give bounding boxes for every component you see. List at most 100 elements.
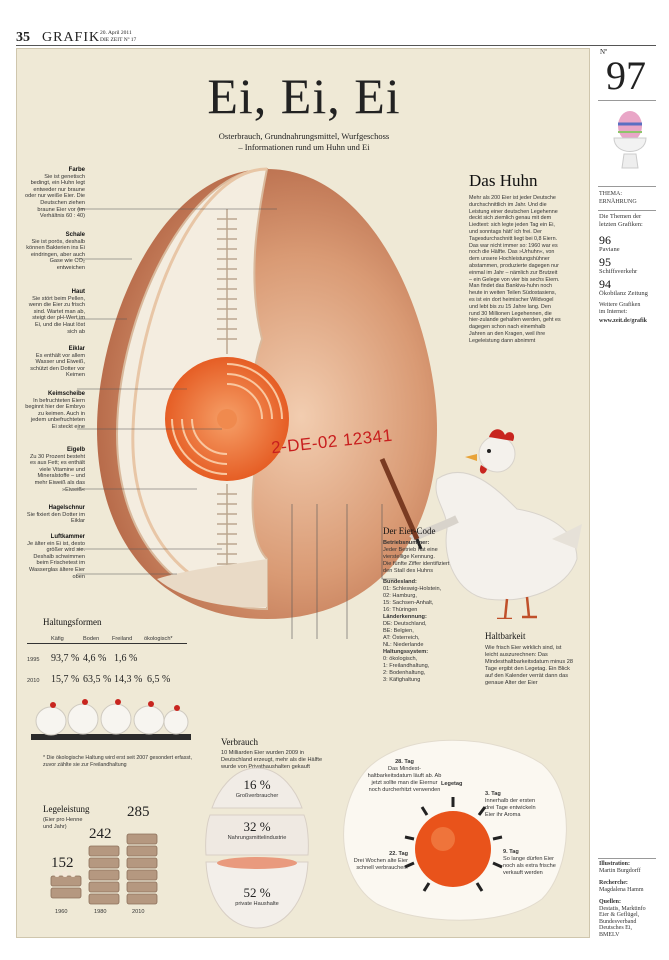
legeleistung-title: Legeleistung: [43, 804, 90, 814]
eiercode-block-betrieb: Betriebsnummer: Jeder Betrieb hat eine vie…: [383, 540, 450, 574]
sidebar-item-96-num: 96: [599, 233, 611, 247]
label-schale: Schale Sie ist porös, deshalb können Bakt…: [26, 232, 85, 271]
sidebar-rule-2: [598, 186, 656, 187]
carton-1980-3: [88, 869, 120, 881]
subtitle-line-1: Osterbrauch, Grundnahrungsmittel, Wurfge…: [218, 131, 390, 141]
chicken-eye: [487, 449, 491, 453]
day-28: 28. Tag Das Mindest-haltbarkeitsdatum läu…: [367, 759, 442, 793]
credit-illustration: Illustration: Martin Burgdorff: [599, 861, 641, 874]
infographic-poster: Ei, Ei, Ei Osterbrauch, Grundnahrungsmit…: [16, 48, 590, 938]
chalaza-top: [217, 209, 237, 354]
chicken-comb: [489, 429, 515, 441]
air-cell: [157, 559, 267, 608]
poster-title: Ei, Ei, Ei: [207, 68, 401, 124]
chicken-beak: [465, 454, 477, 461]
header-date: 20. April 2011: [100, 30, 132, 36]
carton-1980-4: [88, 881, 120, 893]
row-2010-oeko: 6,5 %: [147, 674, 171, 685]
slice-haushalte: [205, 861, 309, 929]
sidebar-intro: Die Themen der letzten Grafiken:: [599, 213, 643, 228]
carton-1960-2: [50, 887, 82, 899]
pen: [379, 457, 420, 541]
row-1995-kaefig: 93,7 %: [51, 653, 80, 664]
chicken-wattle: [479, 465, 487, 474]
thema-value: ERNÄHRUNG: [599, 199, 637, 205]
row-1995-boden: 4,6 %: [83, 653, 107, 664]
chicken-tail: [552, 524, 582, 549]
sidebar-item-94-num: 94: [599, 277, 611, 291]
slice-label-52: private Haushalte: [235, 901, 279, 907]
thema-label: THEMA:: [599, 191, 622, 197]
day-3: 3. Tag Innerhalb der ersten drei Tage ent…: [485, 791, 536, 818]
poster-subtitle: Osterbrauch, Grundnahrungsmittel, Wurfge…: [17, 131, 591, 153]
hens-row: [35, 703, 189, 736]
eiercode-title: Der Eier-Code: [383, 526, 436, 536]
slice-pct-52: 52 %: [243, 885, 271, 900]
carton-eggs: [54, 871, 76, 877]
legeleistung-subtitle: (Eier pro Henne und Jahr): [43, 817, 83, 830]
bar-year-1980: 1980: [94, 909, 107, 915]
perch: [31, 734, 191, 740]
carton-1980-1: [88, 845, 120, 857]
slice-pct-32: 32 %: [243, 819, 271, 834]
col-freiland: Freiland: [112, 636, 133, 642]
header-paper: DIE ZEIT Nº 17: [100, 37, 137, 43]
sidebar-link[interactable]: www.zeit.de/grafik: [599, 318, 647, 324]
haltbarkeit-text: Wie frisch Eier wirklich sind, ist leich…: [485, 645, 573, 686]
sidebar-item-95-label: Schiffsverkehr: [599, 268, 638, 275]
row-2010-boden: 63,5 %: [83, 674, 112, 685]
sidebar-thema: THEMA: ERNÄHRUNG: [599, 190, 637, 206]
label-eiklar: Eiklar Es enthält vor allem Wasser und Ei…: [30, 346, 85, 379]
hens-illustration: [31, 699, 191, 740]
verbrauch-text: 10 Milliarden Eier wurden 2009 in Deutsc…: [221, 750, 323, 770]
day-9: 9. Tag So lange dürfen Eier noch als extr…: [503, 849, 556, 876]
label-eigelb: Eigelb Zu 30 Prozent besteht es aus Fett;…: [29, 447, 85, 493]
header-rule: [16, 45, 656, 46]
huhn-title: Das Huhn: [469, 171, 538, 190]
credit-quellen: Quellen: Destatis, Marktinfo Eier & Geflüg…: [599, 899, 646, 938]
label-keimscheibe: Keimscheibe In befruchteten Eiern beginnt…: [25, 391, 85, 430]
sidebar-item-94-label: Ökobilanz Zeitung: [599, 290, 648, 297]
slice-grossverbraucher: [211, 767, 303, 809]
sidebar-item-95-num: 95: [599, 255, 611, 269]
sidebar-rule-4: [598, 858, 656, 859]
egg-cup: [613, 137, 647, 152]
bar-value-2010: 285: [127, 804, 150, 820]
row-2010-freiland: 14,3 %: [114, 674, 143, 685]
easter-egg-cup-icon: [613, 111, 647, 169]
credit-recherche: Recherche: Magdalena Hamm: [599, 880, 644, 893]
chicken-legs: [497, 596, 537, 619]
col-boden: Boden: [83, 636, 100, 642]
haltungsformen-title: Haltungsformen: [43, 617, 102, 627]
chicken-illustration: [379, 429, 582, 619]
section-title: GRAFIK: [42, 30, 101, 45]
row-1995-year: 1995: [27, 657, 40, 663]
sidebar-issue-number: 97: [606, 53, 646, 98]
sidebar-item-96-label: Paviane: [599, 246, 620, 253]
legetag-label: Legetag: [441, 781, 463, 787]
bar-year-2010: 2010: [132, 909, 145, 915]
row-1995-freiland: 1,6 %: [114, 653, 138, 664]
slice-pct-16: 16 %: [243, 777, 271, 792]
row-2010-year: 2010: [27, 678, 40, 684]
table-rule: [27, 643, 187, 644]
col-oeko: ökologisch*: [144, 636, 173, 642]
fried-egg-yolk: [415, 811, 491, 887]
chicken-body: [435, 472, 578, 601]
eiercode-block-haltung: Haltungssystem: 0: ökologisch, 1: Freiland…: [383, 649, 430, 683]
carton-1960-1: [50, 875, 82, 887]
chicken-head: [478, 435, 516, 473]
egg-carton-bars: [50, 833, 158, 905]
huhn-text: Mehr als 200 Eier ist jeder Deutsche dur…: [469, 195, 561, 344]
code-leader-lines: [291, 504, 397, 639]
haltungsformen-footnote: * Die ökologische Haltung wird erst seit…: [43, 755, 192, 768]
verbrauch-egg-chart: [205, 767, 309, 929]
verbrauch-title: Verbrauch: [221, 737, 258, 747]
carton-2010-6: [126, 893, 158, 905]
chicken-wing: [409, 515, 459, 543]
sidebar-no-label: Nº: [600, 48, 608, 56]
easter-egg: [618, 111, 642, 141]
carton-2010-1: [126, 833, 158, 845]
carton-2010-2: [126, 845, 158, 857]
label-hagelschnur: Hagelschnur Sie fixiert den Dotter im Eik…: [26, 505, 85, 525]
